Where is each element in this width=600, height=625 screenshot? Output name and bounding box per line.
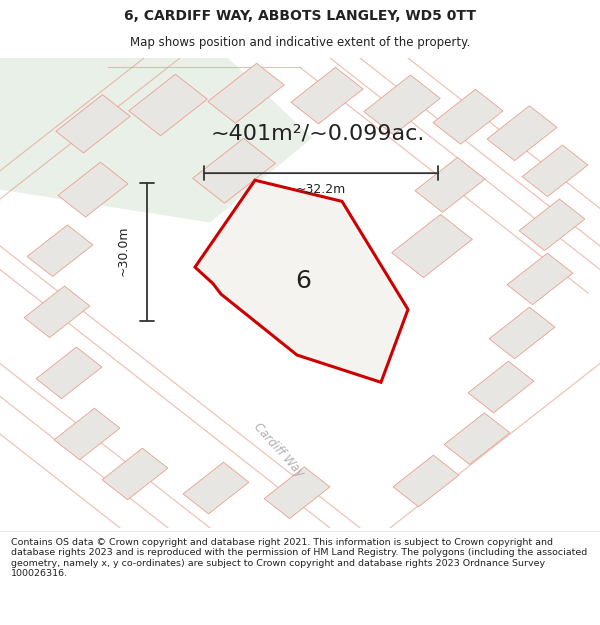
Polygon shape	[291, 68, 363, 124]
Polygon shape	[264, 467, 330, 519]
Polygon shape	[487, 106, 557, 161]
Polygon shape	[54, 408, 120, 460]
Polygon shape	[193, 138, 275, 203]
Text: 6, CARDIFF WAY, ABBOTS LANGLEY, WD5 0TT: 6, CARDIFF WAY, ABBOTS LANGLEY, WD5 0TT	[124, 9, 476, 23]
Polygon shape	[433, 89, 503, 144]
Polygon shape	[102, 448, 168, 500]
Text: ~401m²/~0.099ac.: ~401m²/~0.099ac.	[211, 123, 425, 143]
Polygon shape	[27, 225, 93, 276]
Polygon shape	[0, 58, 312, 222]
Polygon shape	[195, 180, 408, 382]
Polygon shape	[522, 145, 588, 196]
Polygon shape	[183, 462, 249, 514]
Text: Contains OS data © Crown copyright and database right 2021. This information is : Contains OS data © Crown copyright and d…	[11, 538, 587, 578]
Polygon shape	[393, 455, 459, 507]
Text: Cardiff Way: Cardiff Way	[251, 421, 307, 480]
Polygon shape	[58, 162, 128, 217]
Polygon shape	[364, 75, 440, 135]
Polygon shape	[24, 286, 90, 338]
Polygon shape	[489, 308, 555, 359]
Text: Map shows position and indicative extent of the property.: Map shows position and indicative extent…	[130, 36, 470, 49]
Polygon shape	[129, 74, 207, 136]
Polygon shape	[507, 253, 573, 304]
Polygon shape	[392, 214, 472, 278]
Text: ~30.0m: ~30.0m	[116, 226, 130, 276]
Polygon shape	[36, 347, 102, 399]
Polygon shape	[56, 95, 130, 153]
Text: 6: 6	[295, 269, 311, 293]
Polygon shape	[468, 361, 534, 413]
Text: ~32.2m: ~32.2m	[296, 183, 346, 196]
Polygon shape	[519, 199, 585, 251]
Polygon shape	[208, 63, 284, 123]
Polygon shape	[415, 158, 485, 212]
Polygon shape	[444, 413, 510, 464]
